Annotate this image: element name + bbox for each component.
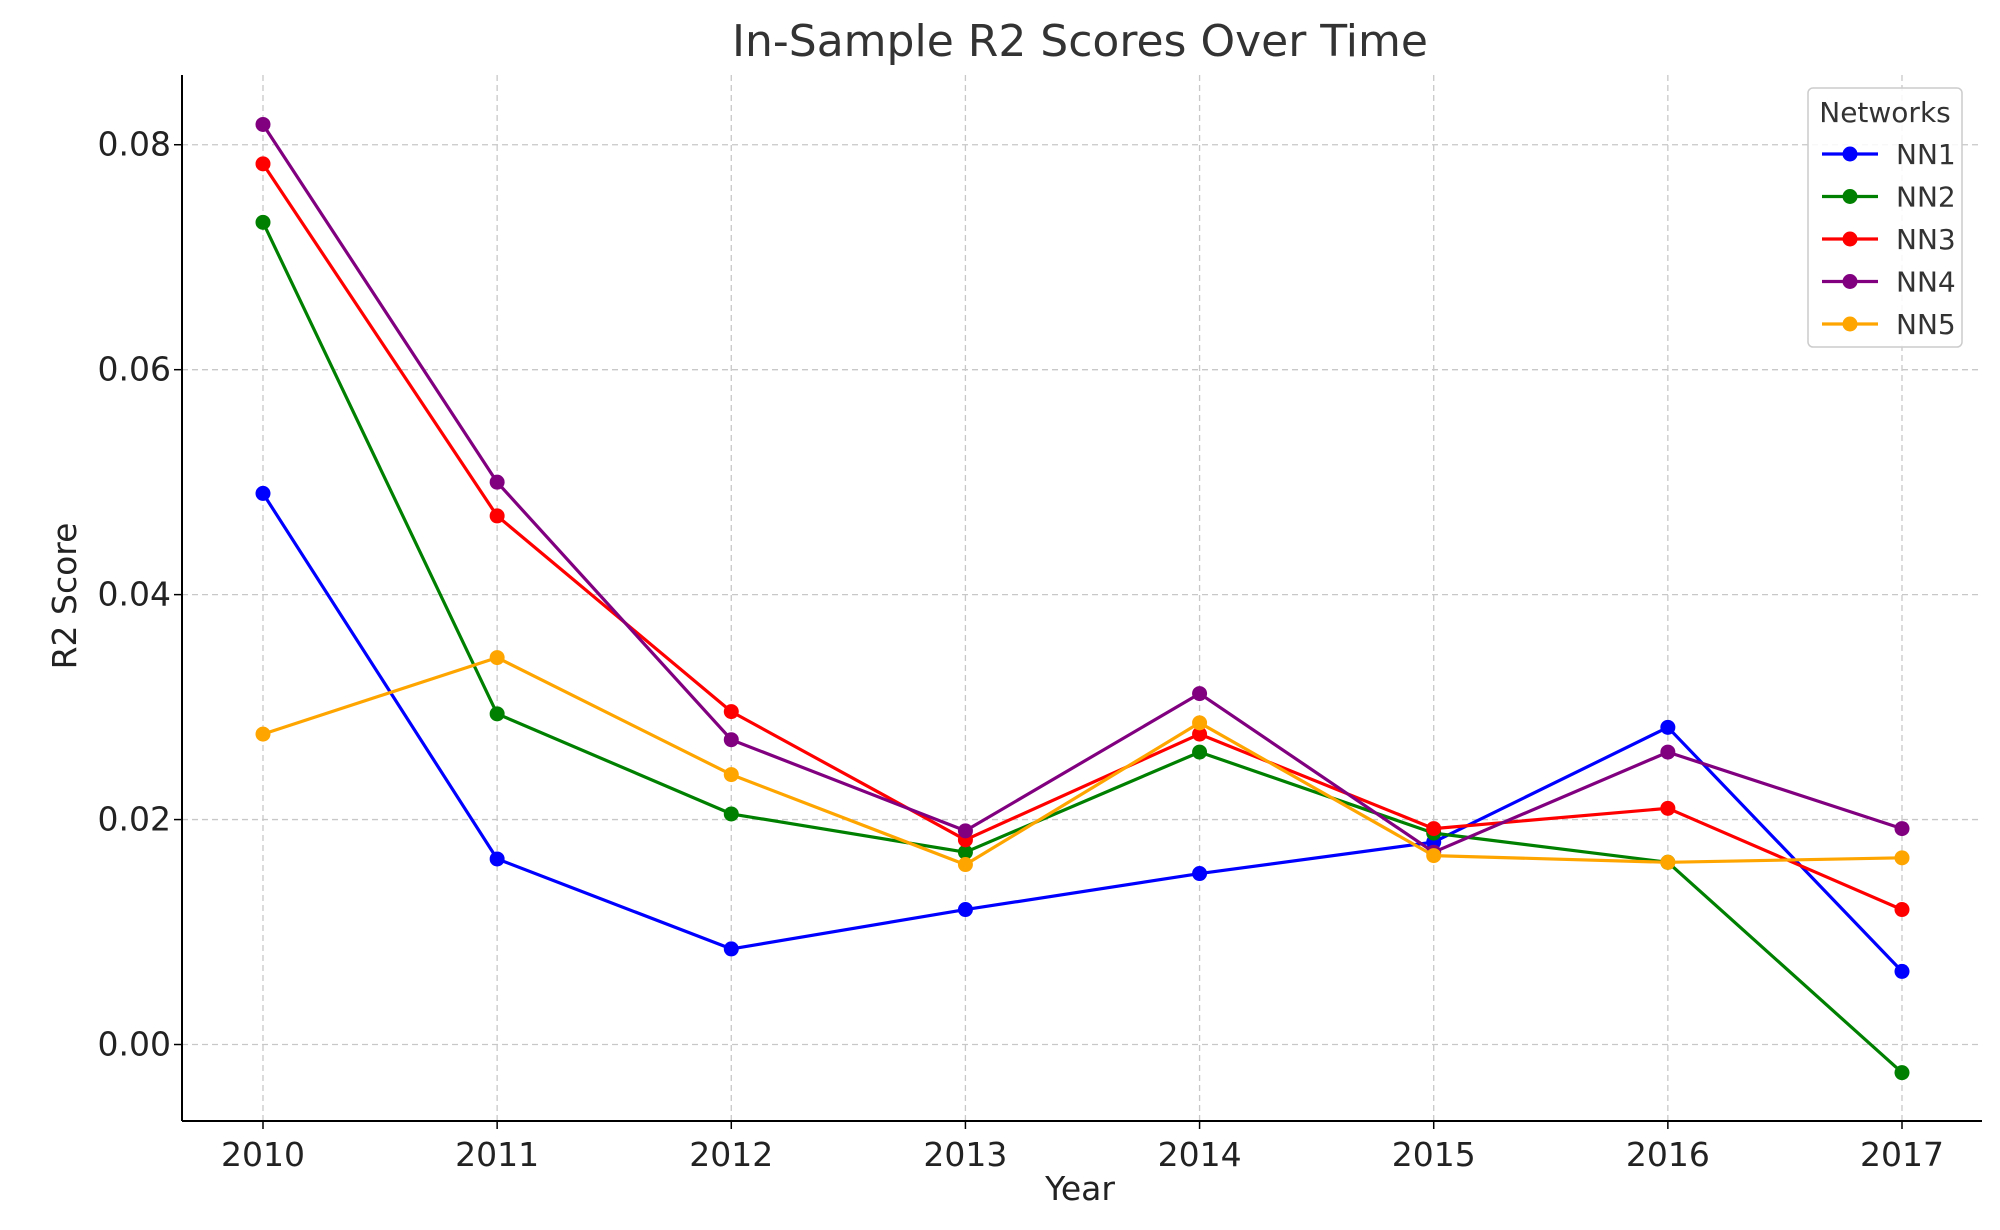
y-tick-label: 0.04 <box>98 575 171 614</box>
legend-marker <box>1842 316 1858 332</box>
data-point-nn5 <box>1426 848 1442 864</box>
legend-label: NN5 <box>1896 308 1956 341</box>
data-point-nn3 <box>1894 902 1910 918</box>
data-point-nn1 <box>1660 719 1676 735</box>
legend-item-nn2: NN2 <box>1822 181 1956 214</box>
x-tick-label: 2011 <box>455 1135 539 1174</box>
series-line-nn2 <box>261 221 1904 1074</box>
data-point-nn1 <box>1894 963 1910 979</box>
data-point-nn4 <box>1660 744 1676 760</box>
y-tick-label: 0.00 <box>98 1025 171 1064</box>
y-axis-title: R2 Score <box>45 523 84 670</box>
legend: Networks NN1 NN2 NN3 NN4 NN5 <box>1807 87 1963 348</box>
data-point-nn2 <box>255 214 271 230</box>
data-point-nn5 <box>723 767 739 783</box>
legend-label: NN2 <box>1896 181 1956 214</box>
y-tick-label: 0.02 <box>98 800 171 839</box>
series-line-nn3 <box>261 163 1903 912</box>
x-tick-label: 2010 <box>221 1135 305 1174</box>
series-nn2 <box>255 214 1910 1081</box>
legend-marker <box>1842 146 1858 162</box>
data-point-nn5 <box>1660 854 1676 870</box>
tick-labels: 2010 2011 2012 2013 2014 2015 2016 2017 0.00 0.02… <box>98 125 1944 1174</box>
x-axis-title: Year <box>1044 1169 1115 1208</box>
data-point-nn2 <box>1192 744 1208 760</box>
data-point-nn3 <box>255 156 271 172</box>
y-tick-label: 0.08 <box>98 125 171 164</box>
series-layer <box>255 116 1910 1081</box>
x-tick-label: 2015 <box>1392 1135 1476 1174</box>
x-tick-label: 2014 <box>1158 1135 1242 1174</box>
data-point-nn1 <box>723 941 739 957</box>
data-point-nn2 <box>489 706 505 722</box>
data-point-nn5 <box>1894 850 1910 866</box>
legend-label: NN4 <box>1896 266 1956 299</box>
data-point-nn4 <box>957 823 973 839</box>
data-point-nn1 <box>489 851 505 867</box>
series-line-nn1 <box>261 492 1904 973</box>
legend-label: NN1 <box>1896 138 1956 171</box>
y-tick-label: 0.06 <box>98 350 171 389</box>
data-point-nn5 <box>255 726 271 742</box>
data-point-nn3 <box>1192 726 1208 742</box>
data-point-nn5 <box>1192 715 1208 731</box>
data-point-nn5 <box>489 650 505 666</box>
axes <box>174 75 1982 1129</box>
data-point-nn4 <box>255 116 271 132</box>
legend-marker <box>1842 274 1858 289</box>
legend-marker <box>1842 231 1858 247</box>
series-line-nn5 <box>262 655 1903 867</box>
series-nn1 <box>255 485 1910 979</box>
data-point-nn1 <box>255 485 271 501</box>
data-point-nn2 <box>957 844 973 860</box>
legend-item-nn4: NN4 <box>1822 266 1956 299</box>
x-tick-label: 2012 <box>689 1135 773 1174</box>
data-point-nn2 <box>723 806 739 822</box>
x-tick-label: 2016 <box>1626 1135 1710 1174</box>
legend-marker <box>1842 189 1858 204</box>
data-point-nn3 <box>489 508 505 524</box>
series-nn4 <box>255 116 1910 860</box>
data-point-nn2 <box>1894 1065 1910 1081</box>
data-point-nn4 <box>1894 821 1910 837</box>
legend-item-nn1: NN1 <box>1822 138 1956 171</box>
data-point-nn4 <box>489 474 505 490</box>
data-point-nn4 <box>1192 686 1208 702</box>
legend-label: NN3 <box>1896 223 1956 256</box>
legend-item-nn3: NN3 <box>1822 223 1956 256</box>
x-tick-label: 2013 <box>923 1135 1007 1174</box>
legend-title: Networks <box>1819 96 1951 129</box>
series-nn5 <box>255 650 1910 873</box>
legend-items: NN1 NN2 NN3 NN4 NN5 <box>1822 138 1956 341</box>
legend-item-nn5: NN5 <box>1822 308 1956 341</box>
data-point-nn5 <box>957 857 973 873</box>
data-point-nn3 <box>723 704 739 720</box>
grid <box>182 75 1982 1121</box>
data-point-nn3 <box>1660 800 1676 816</box>
series-line-nn4 <box>261 123 1903 854</box>
x-tick-label: 2017 <box>1860 1135 1944 1174</box>
data-point-nn3 <box>1426 821 1442 837</box>
data-point-nn1 <box>957 902 973 918</box>
data-point-nn1 <box>1192 866 1208 882</box>
chart-title: In-Sample R2 Scores Over Time <box>732 16 1428 67</box>
data-point-nn4 <box>723 732 739 748</box>
